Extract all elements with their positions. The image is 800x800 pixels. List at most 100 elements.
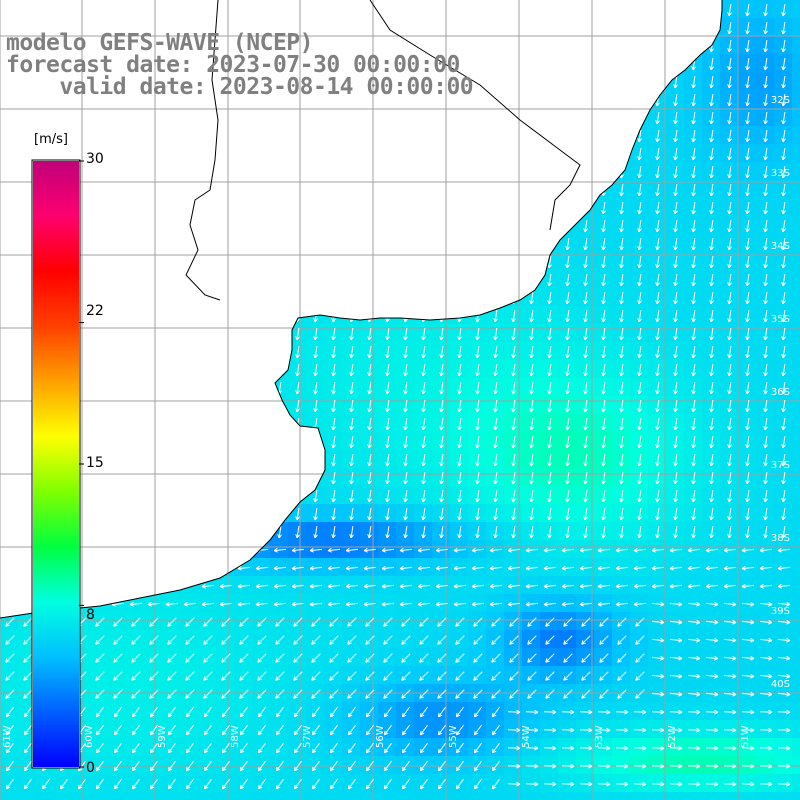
- speed-cell: [432, 792, 451, 800]
- speed-cell: [774, 378, 793, 397]
- wind-arrow: [710, 345, 714, 359]
- speed-cell: [702, 144, 721, 163]
- wind-arrow-head: [404, 336, 408, 341]
- speed-cell: [720, 774, 739, 793]
- speed-cell: [324, 342, 343, 361]
- speed-cell: [630, 792, 649, 800]
- wind-arrow-head: [386, 318, 390, 323]
- speed-cell: [450, 738, 469, 757]
- speed-cell: [756, 414, 775, 433]
- speed-cell: [774, 144, 793, 163]
- speed-cell: [576, 486, 595, 505]
- wind-arrow-head: [583, 372, 586, 377]
- speed-cell: [720, 630, 739, 649]
- speed-cell: [414, 720, 433, 739]
- wind-arrow-head: [692, 138, 696, 143]
- speed-cell: [144, 630, 163, 649]
- speed-cell: [774, 198, 793, 217]
- speed-cell: [630, 378, 649, 397]
- speed-cell: [612, 324, 631, 343]
- speed-cell: [702, 234, 721, 253]
- wind-arrow-head: [656, 156, 660, 161]
- wind-arrow-head: [745, 228, 748, 233]
- speed-cell: [774, 162, 793, 181]
- speed-cell: [558, 576, 577, 595]
- wind-arrow-head: [602, 354, 606, 359]
- wind-arrow: [674, 219, 678, 233]
- speed-cell: [666, 360, 685, 379]
- wind-arrow: [728, 93, 732, 107]
- speed-cell: [180, 774, 199, 793]
- wind-arrow-head: [638, 264, 642, 269]
- wind-arrow-head: [620, 210, 624, 215]
- wind-arrow: [656, 183, 660, 197]
- speed-cell: [684, 540, 703, 559]
- wind-arrow: [764, 381, 768, 395]
- speed-cell: [306, 576, 325, 595]
- speed-cell: [738, 558, 757, 577]
- wind-arrow: [728, 147, 732, 161]
- wind-arrow-head: [656, 210, 660, 215]
- speed-cell: [558, 432, 577, 451]
- speed-cell: [684, 432, 703, 451]
- speed-cell: [486, 378, 505, 397]
- wind-arrow: [674, 345, 678, 359]
- wind-arrow: [476, 345, 480, 359]
- speed-cell: [216, 702, 235, 721]
- wind-arrow-head: [296, 336, 300, 341]
- wind-arrow-head: [583, 318, 586, 323]
- speed-cell: [234, 756, 253, 775]
- wind-arrow-head: [709, 174, 712, 179]
- wind-arrow: [512, 363, 516, 377]
- speed-cell: [630, 522, 649, 541]
- wind-arrow: [764, 273, 768, 287]
- wind-arrow-head: [746, 300, 750, 305]
- wind-arrow-head: [439, 372, 442, 377]
- speed-cell: [468, 576, 487, 595]
- speed-cell: [792, 126, 800, 145]
- speed-cell: [792, 612, 800, 631]
- wind-arrow-head: [637, 318, 640, 323]
- speed-cell: [342, 432, 361, 451]
- wind-arrow: [602, 237, 606, 251]
- speed-cell: [666, 378, 685, 397]
- wind-arrow: [710, 57, 714, 71]
- wind-arrow-head: [727, 300, 730, 305]
- wind-arrow-head: [655, 210, 658, 215]
- speed-cell: [738, 252, 757, 271]
- wind-arrow-head: [763, 228, 766, 233]
- wind-arrow: [476, 363, 480, 377]
- wind-arrow-head: [583, 282, 586, 287]
- speed-cell: [468, 774, 487, 793]
- wind-arrow-head: [368, 390, 372, 395]
- wind-arrow: [566, 363, 570, 377]
- wind-arrow-head: [746, 318, 750, 323]
- wind-arrow-head: [547, 372, 550, 377]
- speed-cell: [468, 342, 487, 361]
- speed-cell: [522, 774, 541, 793]
- speed-cell: [774, 108, 793, 127]
- wind-arrow: [656, 237, 660, 251]
- wind-arrow-head: [781, 336, 784, 341]
- wind-arrow-head: [637, 138, 640, 143]
- speed-cell: [288, 738, 307, 757]
- speed-cell: [396, 666, 415, 685]
- speed-cell: [774, 360, 793, 379]
- wind-arrow-head: [782, 354, 786, 359]
- wind-arrow: [656, 129, 660, 143]
- speed-cell: [792, 216, 800, 235]
- speed-cell: [414, 432, 433, 451]
- wind-arrow: [782, 165, 786, 179]
- wind-arrow: [440, 327, 444, 341]
- speed-cell: [144, 666, 163, 685]
- speed-cell: [504, 360, 523, 379]
- speed-cell: [486, 792, 505, 800]
- speed-cell: [720, 648, 739, 667]
- speed-cell: [792, 360, 800, 379]
- wind-arrow: [674, 237, 678, 251]
- wind-arrow: [440, 345, 444, 359]
- speed-cell: [594, 288, 613, 307]
- wind-arrow-head: [710, 372, 714, 377]
- speed-cell: [342, 738, 361, 757]
- wind-arrow-head: [638, 318, 642, 323]
